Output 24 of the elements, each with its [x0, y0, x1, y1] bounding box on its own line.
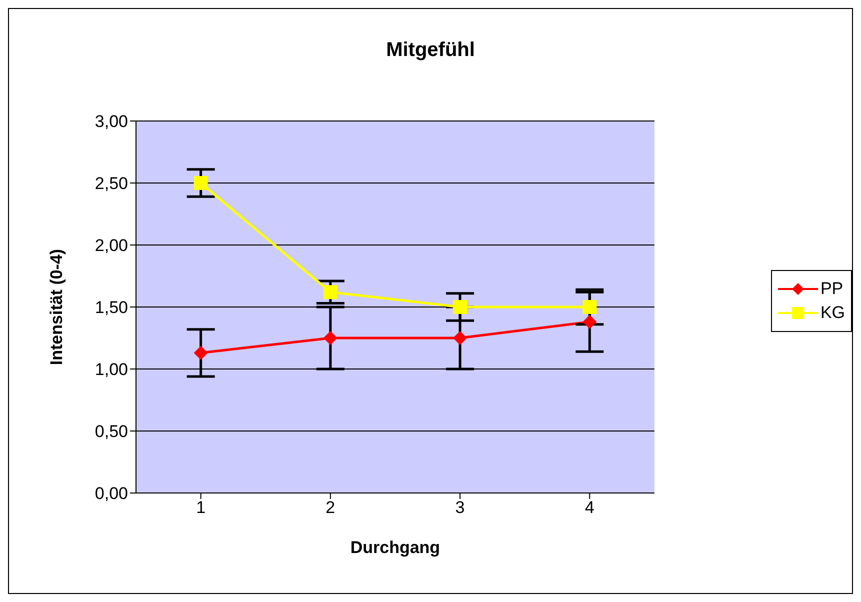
point [323, 331, 338, 345]
point [582, 314, 597, 329]
legend-label: KG [820, 303, 845, 323]
y-tick-label: 1,50 [94, 298, 128, 318]
legend-label: PP [820, 279, 844, 299]
x-axis-title: Durchgang [350, 538, 440, 557]
point [453, 300, 468, 314]
point [453, 331, 468, 345]
y-tick-label: 2,00 [94, 236, 128, 256]
point [323, 285, 338, 300]
x-tick-label: 3 [455, 498, 465, 518]
chart-title: Mitgefühl [385, 39, 476, 62]
y-tick-label: 1,00 [94, 360, 128, 380]
y-tick-label: 3,00 [94, 112, 128, 132]
y-tick-label: 2,50 [94, 174, 128, 194]
point [582, 300, 597, 314]
x-tick-label: 2 [326, 498, 336, 518]
y-axis-title: Intensität (0-4) [47, 248, 66, 366]
point [194, 176, 208, 190]
point [194, 346, 208, 360]
y-tick-label: 0,50 [94, 422, 128, 442]
x-tick-label: 4 [584, 498, 594, 518]
x-tick-label: 1 [196, 498, 206, 518]
y-tick-label: 0,00 [94, 484, 128, 504]
